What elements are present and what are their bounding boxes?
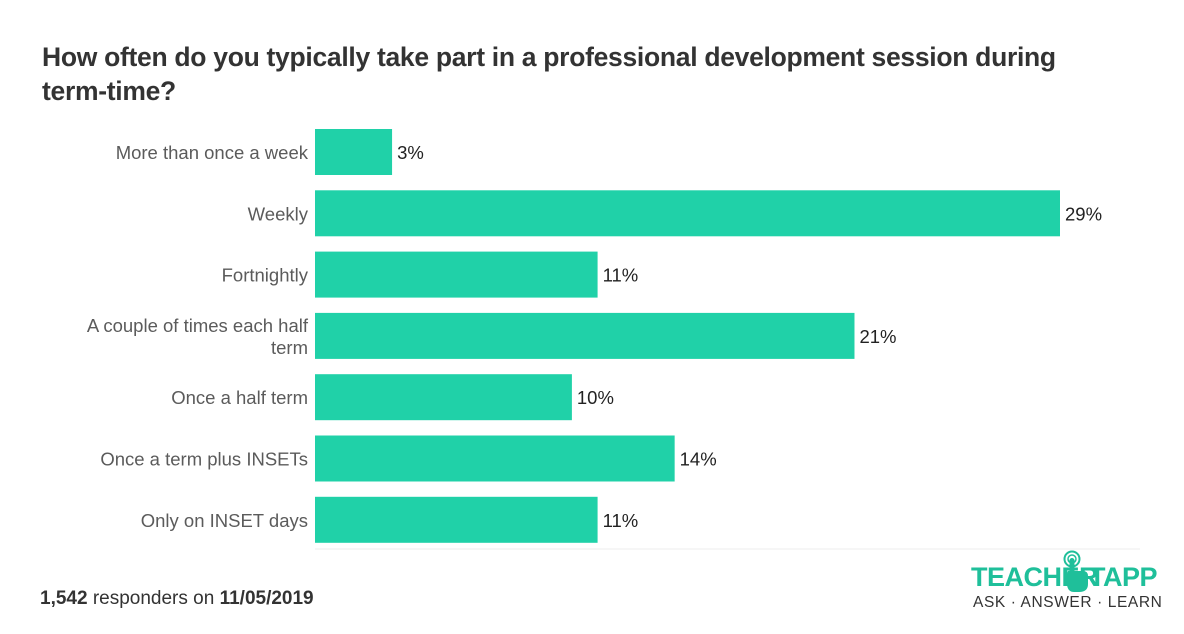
responder-count: 1,542 — [40, 588, 88, 609]
category-label: A couple of times each half — [87, 315, 309, 336]
value-label: 29% — [1065, 203, 1102, 224]
logo-word-tapp: TAPP — [1089, 562, 1158, 592]
responders-text: responders on — [87, 588, 220, 609]
bar — [315, 496, 598, 543]
category-label: More than once a week — [116, 142, 309, 163]
value-label: 21% — [859, 326, 896, 347]
value-label: 11% — [603, 510, 639, 531]
bar — [315, 435, 675, 482]
bar — [315, 312, 855, 359]
responders-footer: 1,542 responders on 11/05/2019 — [40, 588, 314, 610]
bar — [315, 129, 393, 175]
survey-date: 11/05/2019 — [219, 588, 314, 609]
category-label: Only on INSET days — [141, 510, 308, 531]
tapping-hand-icon — [1063, 550, 1088, 592]
category-label: Once a term plus INSETs — [100, 449, 308, 470]
category-label: Once a half term — [171, 387, 308, 408]
bar — [315, 190, 1060, 237]
bar — [315, 374, 572, 421]
value-label: 3% — [397, 142, 424, 163]
value-label: 10% — [577, 387, 614, 408]
category-label: Fortnightly — [222, 265, 309, 286]
category-label: Weekly — [248, 203, 309, 224]
value-label: 14% — [680, 449, 717, 470]
bars-group: 3% More than once a week 29% Weekly 11% Fortn… — [87, 129, 1102, 543]
teacher-tapp-logo: TEACHER TAPP ASK · ANSWER · LEARN — [965, 548, 1162, 618]
logo-tagline: ASK · ANSWER · LEARN — [973, 594, 1163, 611]
value-label: 11% — [603, 265, 639, 286]
category-label: term — [271, 337, 308, 358]
chart-title: How often do you typically take part in … — [42, 42, 1056, 106]
bar — [315, 251, 598, 298]
